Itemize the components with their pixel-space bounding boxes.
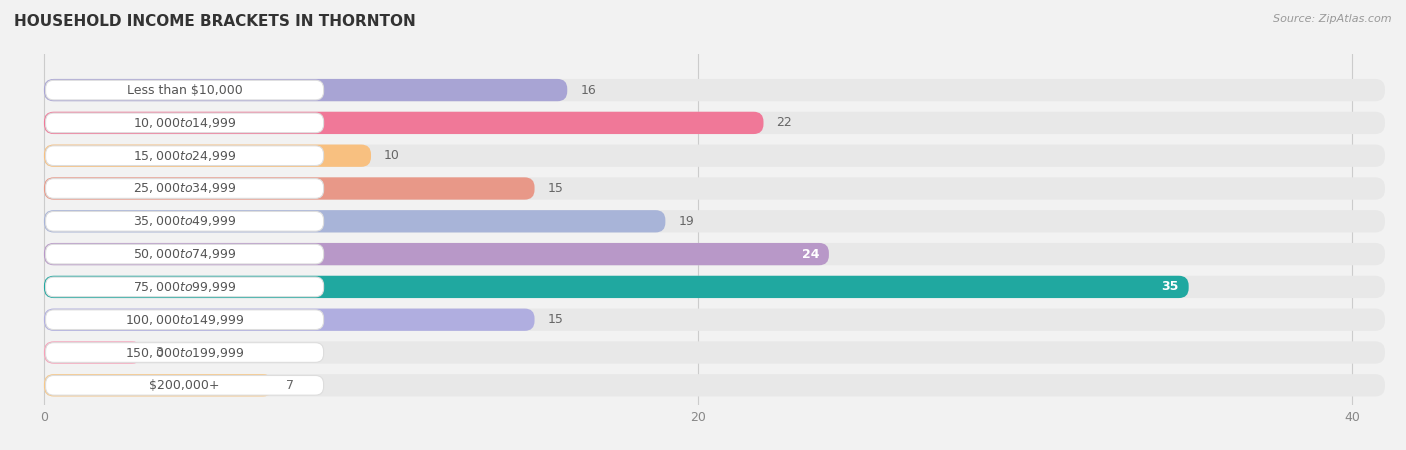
FancyBboxPatch shape [45,179,323,198]
FancyBboxPatch shape [44,144,371,167]
Text: $35,000 to $49,999: $35,000 to $49,999 [132,214,236,228]
FancyBboxPatch shape [44,309,534,331]
Text: 15: 15 [547,182,564,195]
Text: 35: 35 [1161,280,1178,293]
FancyBboxPatch shape [44,177,1385,200]
FancyBboxPatch shape [45,212,323,231]
FancyBboxPatch shape [44,177,534,200]
Text: 16: 16 [581,84,596,97]
FancyBboxPatch shape [45,277,323,297]
Text: $100,000 to $149,999: $100,000 to $149,999 [125,313,245,327]
FancyBboxPatch shape [44,342,142,364]
FancyBboxPatch shape [44,374,1385,396]
FancyBboxPatch shape [44,112,1385,134]
Text: 24: 24 [801,248,820,261]
FancyBboxPatch shape [45,375,323,395]
Text: Source: ZipAtlas.com: Source: ZipAtlas.com [1274,14,1392,23]
FancyBboxPatch shape [45,244,323,264]
Text: 7: 7 [285,379,294,392]
Text: Less than $10,000: Less than $10,000 [127,84,242,97]
FancyBboxPatch shape [45,310,323,329]
Text: $15,000 to $24,999: $15,000 to $24,999 [132,148,236,163]
FancyBboxPatch shape [44,276,1385,298]
FancyBboxPatch shape [44,79,567,101]
Text: $200,000+: $200,000+ [149,379,219,392]
FancyBboxPatch shape [45,342,323,362]
FancyBboxPatch shape [44,144,1385,167]
Text: $75,000 to $99,999: $75,000 to $99,999 [132,280,236,294]
FancyBboxPatch shape [45,80,323,100]
FancyBboxPatch shape [44,374,273,396]
Text: 19: 19 [679,215,695,228]
FancyBboxPatch shape [44,243,830,265]
Text: HOUSEHOLD INCOME BRACKETS IN THORNTON: HOUSEHOLD INCOME BRACKETS IN THORNTON [14,14,416,28]
Text: $10,000 to $14,999: $10,000 to $14,999 [132,116,236,130]
FancyBboxPatch shape [44,309,1385,331]
Text: $50,000 to $74,999: $50,000 to $74,999 [132,247,236,261]
FancyBboxPatch shape [44,210,1385,233]
Text: 22: 22 [776,117,793,130]
FancyBboxPatch shape [45,113,323,133]
FancyBboxPatch shape [44,276,1188,298]
FancyBboxPatch shape [44,79,1385,101]
FancyBboxPatch shape [44,342,1385,364]
FancyBboxPatch shape [44,243,1385,265]
Text: 10: 10 [384,149,399,162]
FancyBboxPatch shape [44,112,763,134]
Text: $150,000 to $199,999: $150,000 to $199,999 [125,346,245,360]
Text: 3: 3 [155,346,163,359]
FancyBboxPatch shape [44,210,665,233]
Text: 15: 15 [547,313,564,326]
FancyBboxPatch shape [45,146,323,166]
Text: $25,000 to $34,999: $25,000 to $34,999 [132,181,236,195]
